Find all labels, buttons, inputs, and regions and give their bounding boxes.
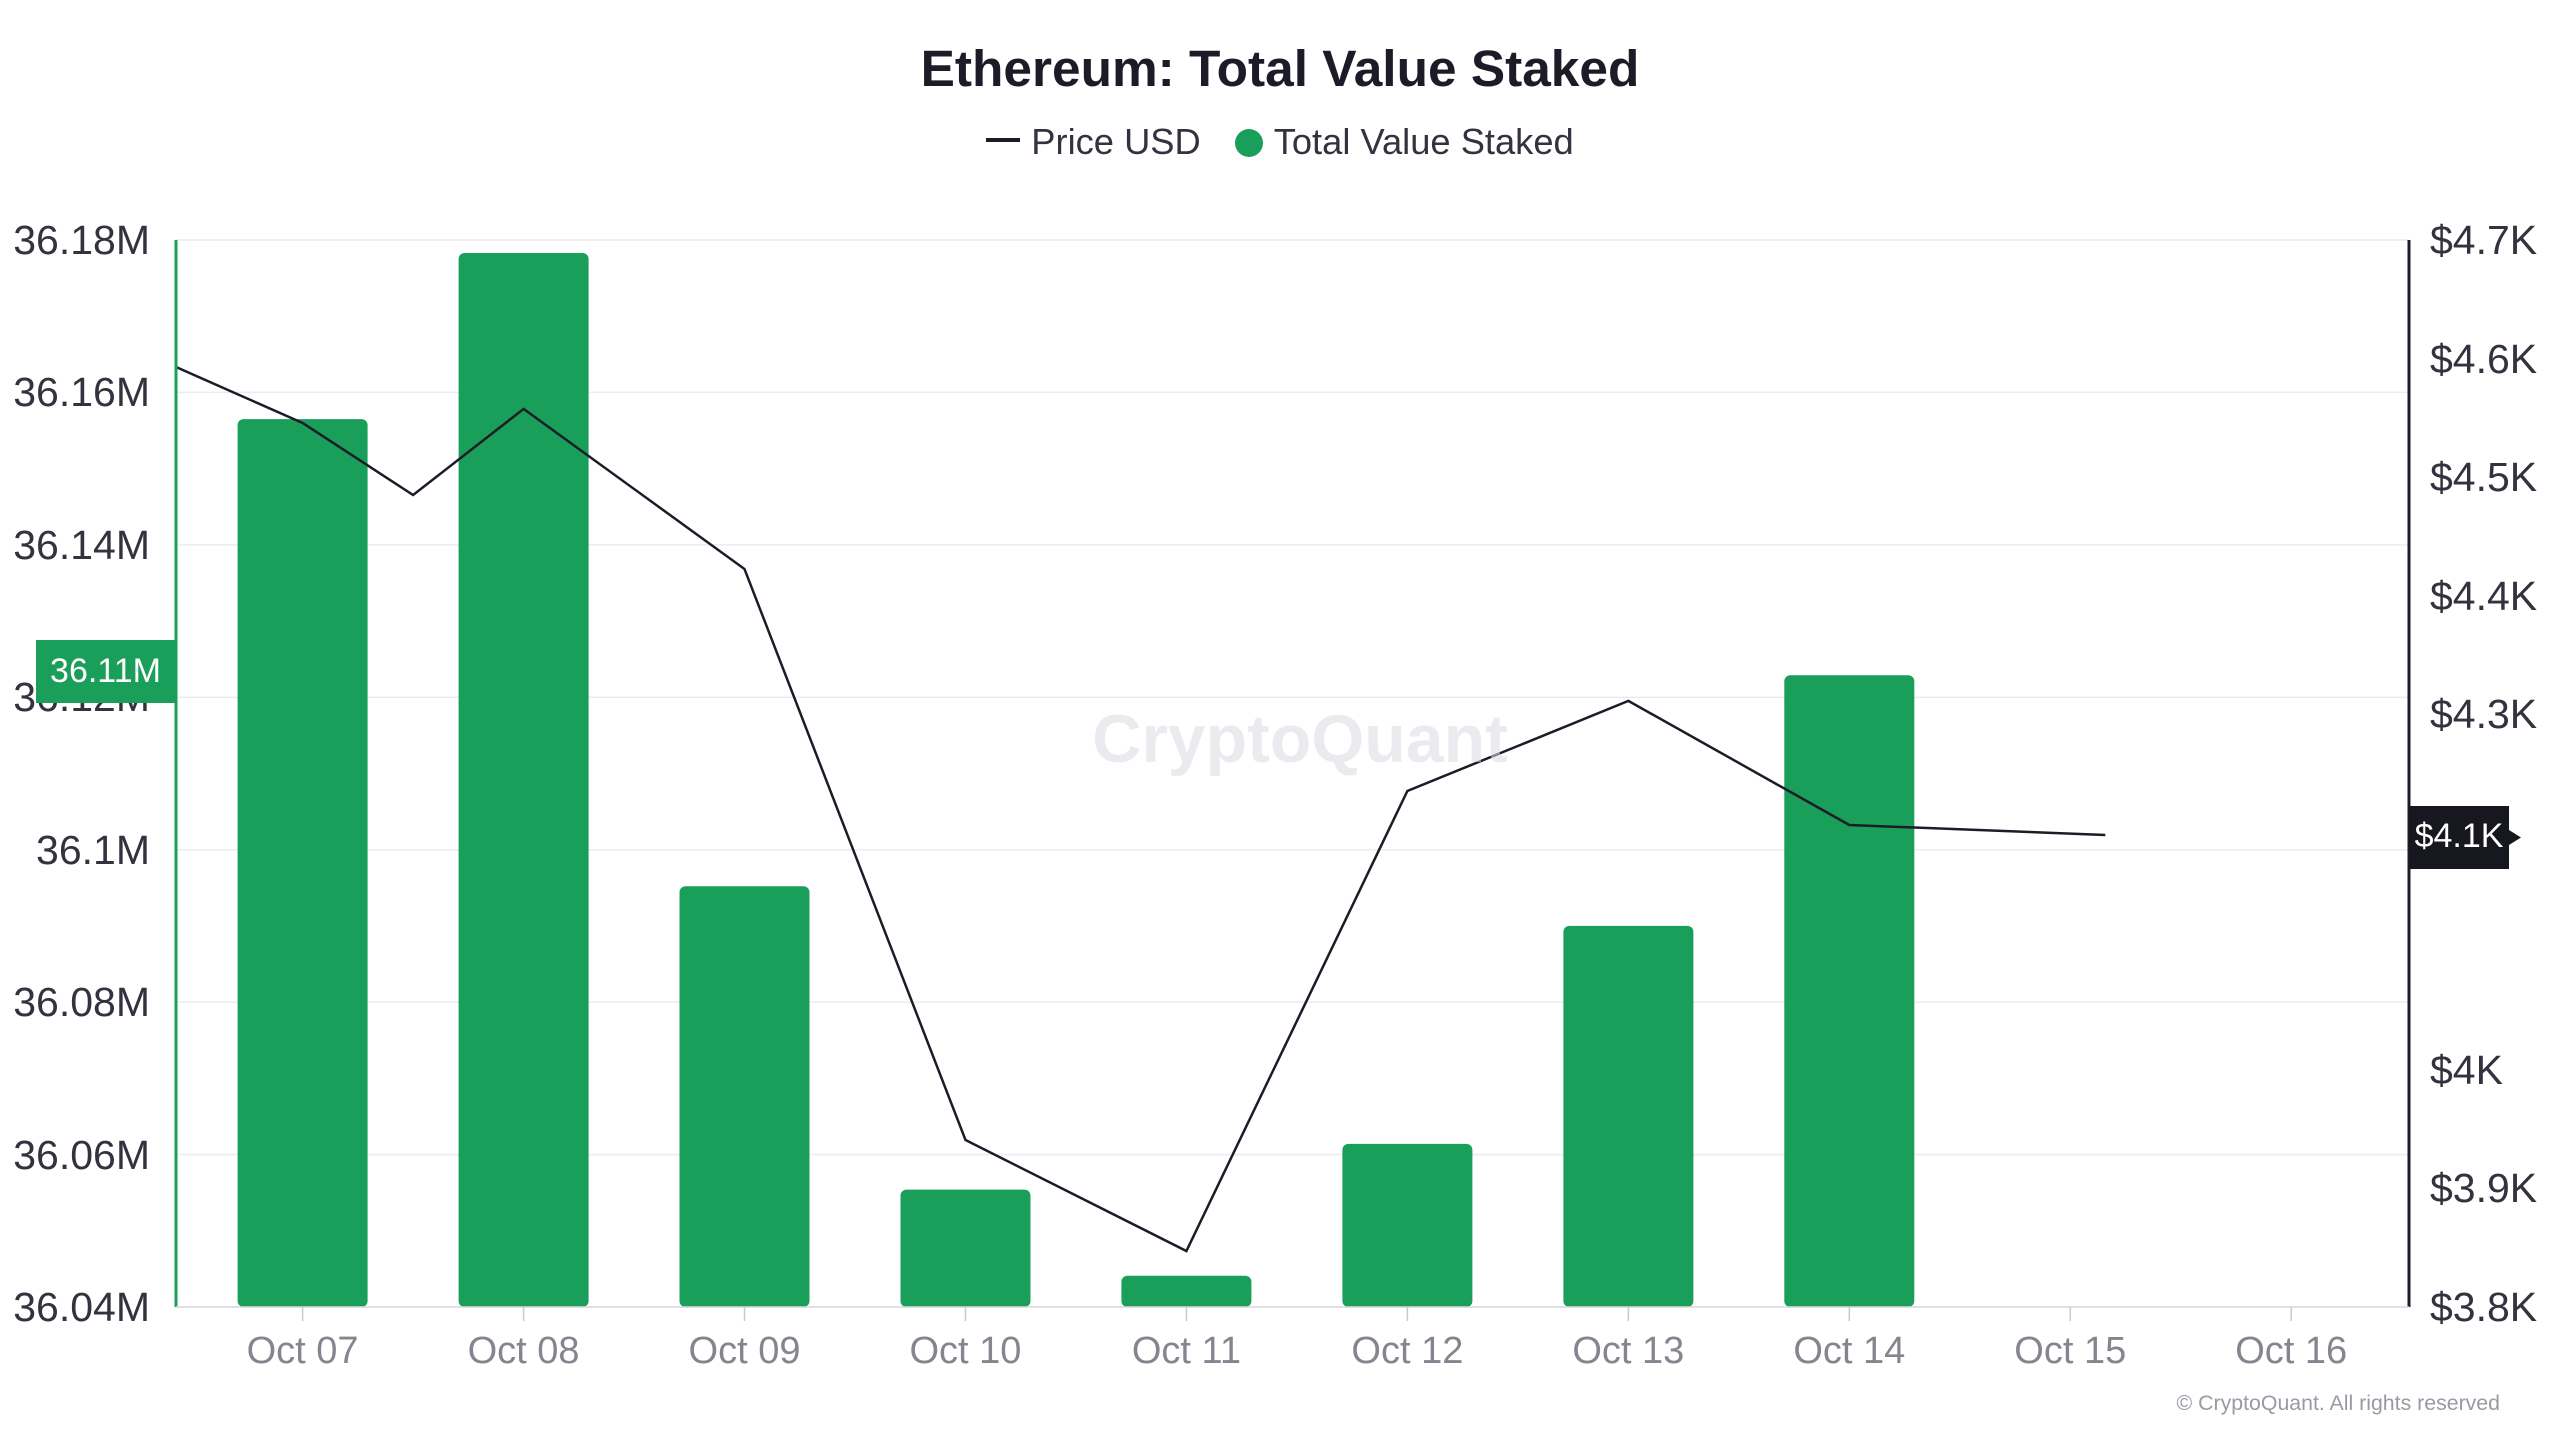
svg-text:$4.1K: $4.1K [2415, 817, 2504, 855]
